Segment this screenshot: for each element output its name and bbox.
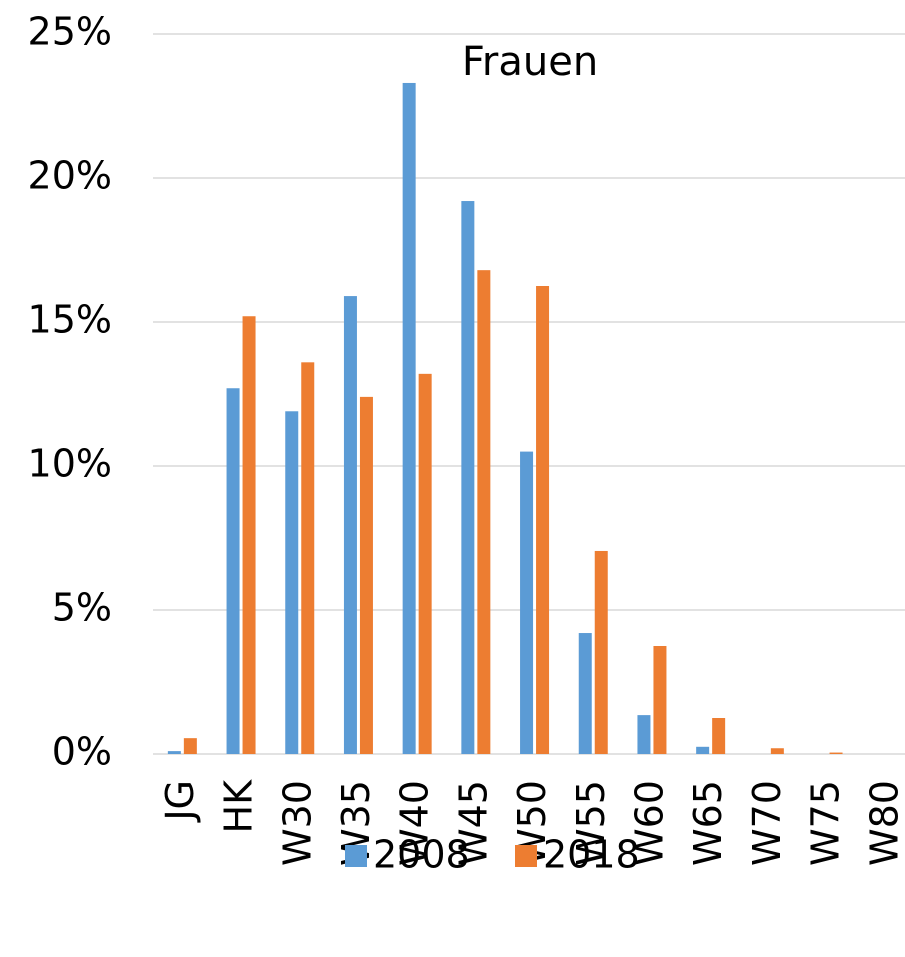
bar	[520, 451, 534, 754]
y-tick-label: 10%	[28, 442, 112, 486]
y-tick-label: 20%	[28, 154, 112, 198]
bar	[578, 633, 592, 754]
x-tick-label: JG	[158, 780, 202, 823]
bar	[167, 751, 181, 754]
x-tick-label: W55	[569, 780, 613, 866]
bar	[696, 746, 710, 754]
bar	[359, 396, 373, 754]
bar	[594, 550, 608, 754]
bar	[183, 738, 197, 754]
y-tick-label: 25%	[28, 10, 112, 54]
bar	[301, 362, 315, 754]
bar	[770, 748, 784, 754]
x-tick-label: W65	[686, 780, 730, 866]
bar	[226, 388, 240, 754]
bar	[637, 715, 651, 754]
legend-label: 2018	[543, 833, 640, 877]
x-tick-label: W80	[862, 780, 905, 866]
bar	[242, 316, 256, 754]
bar	[536, 286, 550, 754]
x-tick-label: W30	[275, 780, 319, 866]
x-tick-label: W60	[627, 780, 671, 866]
x-tick-label: HK	[217, 779, 261, 834]
bar	[477, 270, 491, 754]
chart-title: Frauen	[462, 39, 598, 85]
y-tick-label: 15%	[28, 298, 112, 342]
legend-label: 2008	[373, 833, 470, 877]
bar	[285, 411, 299, 754]
bar	[343, 296, 357, 754]
bar	[418, 373, 432, 754]
bar	[712, 718, 726, 754]
legend-swatch	[345, 845, 367, 867]
x-tick-label: W45	[451, 780, 495, 866]
y-tick-label: 0%	[52, 730, 112, 774]
bar	[461, 201, 475, 755]
y-tick-label: 5%	[52, 586, 112, 630]
x-tick-label: W75	[804, 780, 848, 866]
bar	[829, 752, 843, 754]
bar	[653, 646, 667, 754]
x-tick-label: W70	[745, 780, 789, 866]
bar	[402, 82, 416, 754]
legend-swatch	[515, 845, 537, 867]
x-tick-label: W40	[393, 780, 437, 866]
